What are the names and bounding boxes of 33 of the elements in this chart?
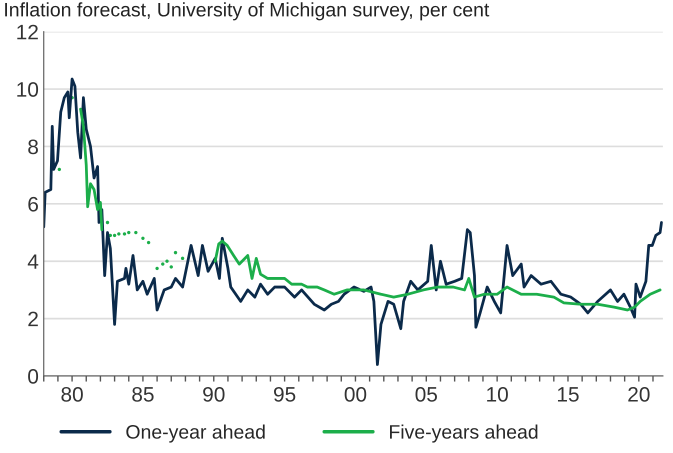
x-tick-label: 20 [628, 386, 650, 402]
x-tick-label: 95 [274, 386, 296, 402]
point [165, 260, 169, 263]
line-series [44, 78, 663, 366]
point [161, 262, 164, 266]
point [174, 250, 178, 254]
chart-title: Inflation forecast, University of Michigan survey, per cent [5, 2, 490, 20]
y-tick-label: 0 [28, 368, 38, 384]
y-tick-label: 4 [28, 254, 38, 269]
x-tick-label: 00 [344, 386, 366, 402]
y-tick-label: 12 [17, 24, 38, 40]
x-tick-label: 10 [487, 386, 508, 402]
point [112, 234, 116, 238]
x-tick-label: 05 [416, 386, 438, 402]
point [170, 265, 173, 269]
x-tick-label: 15 [558, 387, 579, 402]
y-tick-label: 8 [28, 139, 38, 154]
y-tick-label: 2 [28, 312, 38, 326]
x-tick-label: 85 [132, 386, 154, 402]
x-tick-label: 90 [203, 386, 225, 402]
point [58, 168, 62, 172]
point [127, 230, 130, 234]
point [146, 240, 150, 244]
legend-label: One-year ahead [126, 424, 265, 443]
point [134, 230, 138, 234]
point [141, 236, 145, 240]
y-tick-label: 10 [17, 82, 38, 97]
point [180, 256, 184, 260]
point [117, 232, 121, 236]
y-tick-label: 6 [28, 196, 38, 212]
x-tick-label: 80 [61, 386, 83, 402]
point [155, 266, 159, 270]
legend-label: Five-years ahead [390, 424, 538, 443]
